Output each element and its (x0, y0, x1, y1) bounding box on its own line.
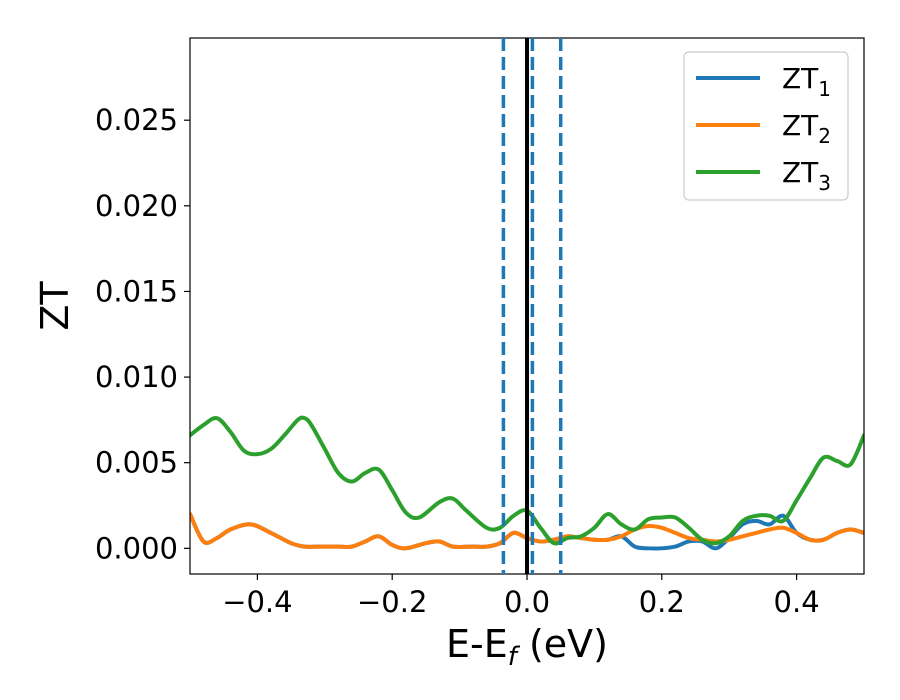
y-tick-label: 0.020 (95, 189, 178, 223)
y-tick-label: 0.010 (95, 360, 178, 394)
y-axis: 0.000 0.005 0.010 0.015 0.020 0.025 (95, 103, 190, 565)
y-tick-label: 0.025 (95, 103, 178, 137)
legend-label-main: ZT (782, 62, 819, 95)
legend-label-subscript: 3 (818, 171, 831, 195)
y-tick-label: 0.015 (95, 274, 178, 308)
series-line-2 (190, 512, 864, 551)
legend-label-3: ZT3 (782, 156, 831, 195)
x-tick-label: −0.4 (222, 585, 292, 619)
reference-lines (501, 38, 563, 574)
x-axis: −0.4 −0.2 0.0 0.2 0.4 (222, 574, 820, 619)
x-tick-label: −0.2 (357, 585, 427, 619)
x-axis-title-unit: (eV) (517, 622, 608, 666)
x-axis-title: E-Ef (eV) (446, 622, 608, 672)
legend-frame (683, 51, 849, 201)
legend-label-1: ZT1 (782, 62, 831, 101)
x-tick-label: 0.4 (774, 585, 820, 619)
legend-label-main: ZT (782, 109, 819, 142)
y-tick-label: 0.000 (95, 531, 178, 565)
legend-label-main: ZT (782, 156, 819, 189)
x-tick-label: 0.0 (504, 585, 550, 619)
legend-label-2: ZT2 (782, 109, 831, 148)
legend-label-subscript: 2 (818, 124, 831, 148)
legend-label-subscript: 1 (818, 77, 831, 101)
x-axis-title-main: E-E (446, 622, 508, 666)
y-tick-label: 0.005 (95, 446, 178, 480)
y-axis-title: ZT (33, 281, 77, 331)
x-tick-label: 0.2 (639, 585, 685, 619)
